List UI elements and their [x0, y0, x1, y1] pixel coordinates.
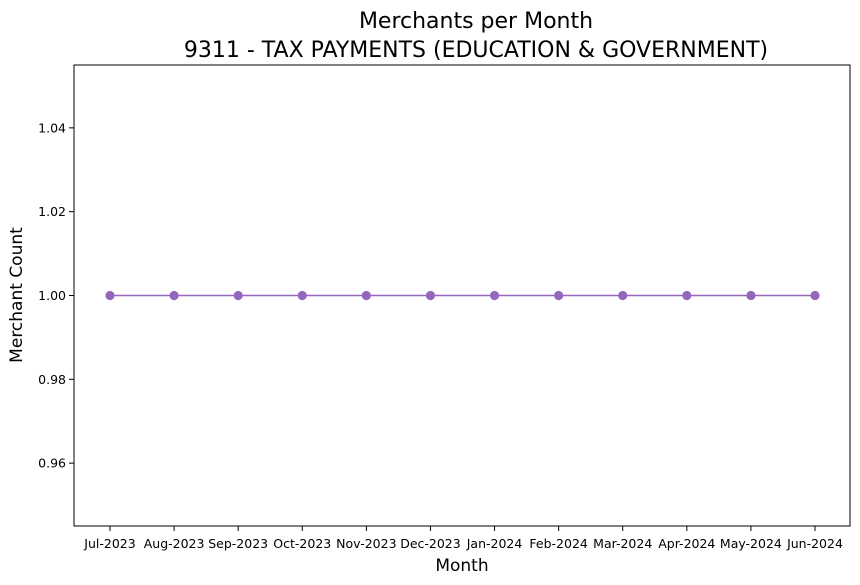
- data-point: [489, 290, 500, 301]
- x-tick-label: Jan-2024: [466, 536, 523, 551]
- x-tick-label: Oct-2023: [273, 536, 331, 551]
- data-point: [425, 290, 436, 301]
- x-tick-label: Jun-2024: [786, 536, 843, 551]
- x-tick-label: Jul-2023: [83, 536, 135, 551]
- data-point: [361, 290, 371, 301]
- data-point: [105, 290, 115, 301]
- x-tick-label: Nov-2023: [336, 536, 396, 551]
- data-point: [746, 290, 756, 301]
- x-tick-label: Feb-2024: [529, 536, 588, 551]
- x-axis-label: Month: [435, 556, 488, 576]
- y-axis-label: Merchant Count: [7, 227, 27, 363]
- y-tick-label: 1.00: [38, 288, 66, 303]
- y-tick-label: 0.96: [38, 456, 66, 471]
- data-point: [810, 290, 820, 301]
- x-tick-label: Mar-2024: [593, 536, 652, 551]
- x-tick-label: May-2024: [720, 536, 782, 551]
- y-tick-label: 0.98: [38, 372, 66, 387]
- x-axis: Jul-2023 Aug-2023 Sep-2023 Oct-2023 Nov-2023…: [83, 526, 843, 551]
- chart-subtitle: 9311 - TAX PAYMENTS (EDUCATION & GOVERNM…: [184, 38, 768, 63]
- series-layer: [105, 290, 820, 301]
- x-tick-label: Apr-2024: [658, 536, 715, 551]
- chart-title: Merchants per Month: [359, 9, 593, 34]
- data-point: [618, 290, 628, 301]
- data-point: [233, 290, 243, 301]
- x-tick-label: Sep-2023: [208, 536, 268, 551]
- y-tick-label: 1.04: [38, 120, 66, 135]
- data-point: [169, 290, 179, 301]
- x-tick-label: Dec-2023: [400, 536, 461, 551]
- x-tick-label: Aug-2023: [144, 536, 205, 551]
- y-tick-label: 1.02: [38, 204, 66, 219]
- data-point: [297, 290, 307, 301]
- data-point: [682, 290, 692, 301]
- data-point: [554, 290, 564, 301]
- y-axis: 0.96 0.98 1.00 1.02 1.04: [38, 120, 74, 471]
